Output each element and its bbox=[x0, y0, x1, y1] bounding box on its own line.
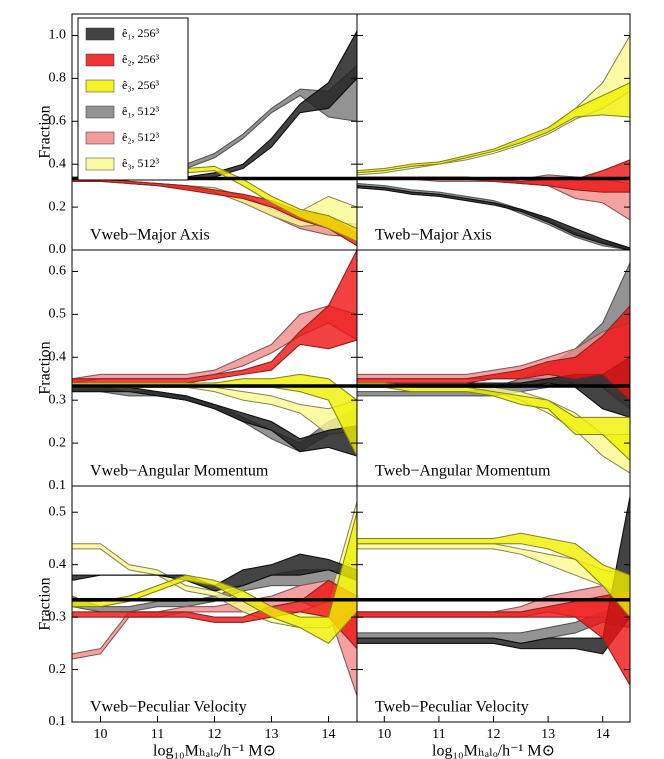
plot-area bbox=[72, 250, 357, 457]
legend-swatch bbox=[85, 27, 115, 41]
band-upper-edge bbox=[72, 373, 357, 401]
band-upper-edge bbox=[72, 579, 357, 618]
band-lower-edge bbox=[357, 187, 630, 250]
band-upper-edge bbox=[72, 305, 357, 380]
legend-label: ê₃, 256³ bbox=[122, 78, 160, 92]
band-lower-edge bbox=[72, 579, 357, 644]
band-lower-edge bbox=[357, 543, 630, 618]
y-tick-label: 0.1 bbox=[49, 478, 67, 493]
y-tick-label: 0.3 bbox=[49, 392, 67, 407]
y-tick-label: 0.5 bbox=[49, 504, 67, 519]
y-tick-label: 0.2 bbox=[49, 662, 67, 677]
legend-label: ê₂, 256³ bbox=[122, 52, 160, 66]
legend-label: ê₂, 512³ bbox=[122, 130, 160, 144]
x-tick-label: 13 bbox=[541, 727, 555, 742]
panel-label: Tweb−Major Axis bbox=[375, 227, 492, 244]
band-upper-edge bbox=[357, 305, 630, 380]
plot-area bbox=[357, 262, 630, 474]
x-axis-label: log₁₀Mₕₐₗₒ/h⁻¹ M⊙ bbox=[153, 743, 276, 759]
plot-area bbox=[357, 496, 630, 687]
band-lower-edge bbox=[357, 616, 630, 686]
panel-label: Tweb−Angular Momentum bbox=[375, 463, 551, 480]
band-upper-edge bbox=[357, 185, 630, 249]
x-tick-label: 14 bbox=[322, 727, 336, 742]
y-axis-label: Fraction bbox=[37, 577, 54, 630]
y-tick-label: 0.0 bbox=[49, 242, 67, 257]
y-tick-label: 0.8 bbox=[49, 71, 67, 86]
panel-label: Vweb−Angular Momentum bbox=[90, 463, 269, 480]
legend-swatch bbox=[85, 105, 115, 119]
axes-frame bbox=[71, 249, 358, 487]
y-tick-label: 0.6 bbox=[49, 264, 67, 279]
y-tick-label: 0.3 bbox=[49, 609, 67, 624]
band-lower-edge bbox=[357, 373, 630, 401]
legend-label: ê₃, 512³ bbox=[122, 156, 160, 170]
legend-swatch bbox=[85, 79, 115, 93]
plot-area bbox=[72, 501, 357, 696]
legend-label: ê₁, 512³ bbox=[122, 104, 160, 118]
band-lower-edge bbox=[72, 180, 357, 247]
x-tick-label: 14 bbox=[596, 727, 610, 742]
band-lower-edge bbox=[357, 386, 630, 461]
band-upper-edge bbox=[357, 82, 630, 172]
band bbox=[357, 159, 630, 193]
band-lower-edge bbox=[72, 611, 357, 649]
plot-area bbox=[357, 34, 630, 250]
y-tick-label: 0.1 bbox=[49, 714, 67, 729]
band-upper-edge bbox=[72, 250, 357, 380]
band-upper-edge bbox=[72, 579, 357, 655]
legend-swatch bbox=[85, 53, 115, 67]
x-tick-label: 10 bbox=[94, 727, 108, 742]
band-upper-edge bbox=[357, 322, 630, 375]
legend-swatch bbox=[85, 131, 115, 145]
legend-swatch bbox=[85, 157, 115, 171]
x-tick-label: 13 bbox=[265, 727, 279, 742]
band-lower-edge bbox=[357, 616, 630, 655]
y-tick-label: 0.2 bbox=[49, 199, 67, 214]
x-tick-label: 12 bbox=[208, 727, 222, 742]
y-tick-label: 0.4 bbox=[49, 557, 67, 572]
band-lower-edge bbox=[72, 391, 357, 457]
x-tick-label: 12 bbox=[487, 727, 501, 742]
y-tick-label: 0.4 bbox=[49, 349, 67, 364]
x-tick-label: 11 bbox=[151, 727, 164, 742]
panel-label: Vweb−Major Axis bbox=[90, 227, 210, 244]
legend-label: ê₁, 256³ bbox=[122, 26, 160, 40]
band-lower-edge bbox=[72, 569, 357, 592]
y-tick-label: 0.2 bbox=[49, 435, 67, 450]
y-tick-label: 1.0 bbox=[49, 28, 67, 43]
y-tick-label: 0.4 bbox=[49, 156, 67, 171]
y-tick-label: 0.5 bbox=[49, 307, 67, 322]
y-axis-label: Fraction bbox=[37, 105, 54, 158]
axes-frame bbox=[356, 13, 631, 251]
panel-label: Vweb−Peculiar Velocity bbox=[90, 699, 247, 716]
band-lower-edge bbox=[357, 114, 630, 174]
y-axis-label: Fraction bbox=[37, 341, 54, 394]
legend-box bbox=[77, 17, 189, 181]
panel-label: Tweb−Peculiar Velocity bbox=[375, 699, 529, 716]
y-tick-label: 0.6 bbox=[49, 113, 67, 128]
band-upper-edge bbox=[357, 532, 630, 576]
band-upper-edge bbox=[357, 496, 630, 644]
x-axis-label: log₁₀Mₕₐₗₒ/h⁻¹ M⊙ bbox=[432, 743, 555, 759]
x-tick-label: 11 bbox=[432, 727, 445, 742]
band-upper-edge bbox=[72, 512, 357, 618]
band-lower-edge bbox=[357, 548, 630, 602]
x-tick-label: 10 bbox=[377, 727, 391, 742]
